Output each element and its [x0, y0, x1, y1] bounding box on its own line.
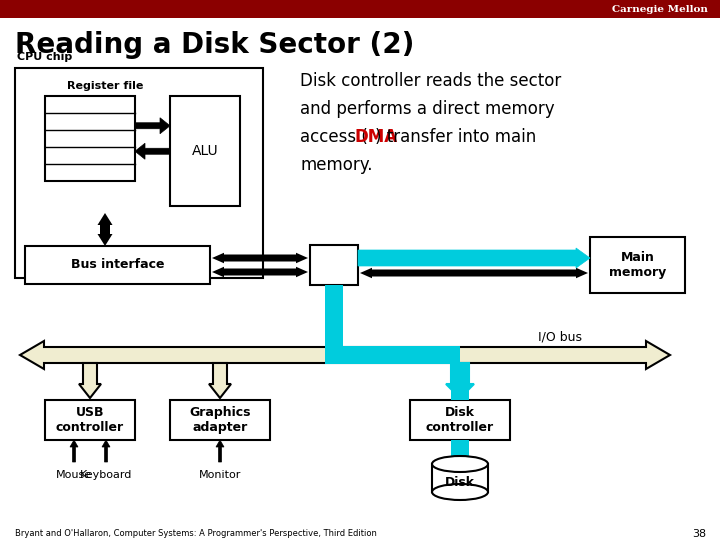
- Bar: [432, 464, 488, 492]
- Text: Disk
controller: Disk controller: [426, 406, 494, 434]
- Bar: [451, 440, 469, 456]
- Text: Disk controller reads the sector: Disk controller reads the sector: [300, 72, 562, 90]
- Bar: [170, 400, 270, 440]
- Polygon shape: [212, 267, 308, 277]
- Text: ALU: ALU: [192, 144, 218, 158]
- Polygon shape: [20, 341, 670, 369]
- Bar: [0, 0, 720, 18]
- Text: Disk: Disk: [445, 476, 475, 489]
- Text: USB
controller: USB controller: [56, 406, 124, 434]
- Text: Mouse: Mouse: [56, 470, 92, 480]
- Text: 38: 38: [692, 529, 706, 539]
- Text: Register file: Register file: [67, 81, 143, 91]
- Bar: [15, 68, 263, 278]
- Text: Keyboard: Keyboard: [80, 470, 132, 480]
- Text: Reading a Disk Sector (2): Reading a Disk Sector (2): [15, 31, 415, 59]
- Bar: [170, 96, 240, 206]
- Text: memory.: memory.: [300, 156, 372, 174]
- Text: Bus interface: Bus interface: [71, 259, 164, 272]
- Polygon shape: [135, 143, 170, 159]
- Text: CPU chip: CPU chip: [17, 52, 72, 62]
- Text: and performs a direct memory: and performs a direct memory: [300, 100, 554, 118]
- Polygon shape: [70, 440, 78, 462]
- Bar: [451, 364, 469, 400]
- Polygon shape: [97, 213, 112, 246]
- Polygon shape: [102, 440, 110, 462]
- Polygon shape: [212, 253, 308, 263]
- Polygon shape: [358, 248, 590, 268]
- Text: Main
memory: Main memory: [609, 251, 666, 279]
- Bar: [410, 400, 510, 440]
- Polygon shape: [325, 287, 343, 288]
- Bar: [45, 400, 135, 440]
- Bar: [590, 237, 685, 293]
- Text: I/O bus: I/O bus: [538, 330, 582, 343]
- Polygon shape: [209, 363, 231, 398]
- Text: Graphics
adapter: Graphics adapter: [189, 406, 251, 434]
- Ellipse shape: [432, 456, 488, 472]
- Polygon shape: [216, 440, 224, 462]
- Text: ) transfer into main: ) transfer into main: [375, 128, 536, 146]
- Bar: [325, 285, 343, 364]
- Polygon shape: [360, 268, 588, 278]
- Text: access (: access (: [300, 128, 368, 146]
- Bar: [310, 245, 358, 285]
- Ellipse shape: [432, 484, 488, 500]
- Bar: [325, 346, 460, 364]
- Text: Carnegie Mellon: Carnegie Mellon: [612, 4, 708, 14]
- Polygon shape: [135, 118, 170, 134]
- Text: DMA: DMA: [354, 128, 397, 146]
- Bar: [25, 246, 210, 284]
- Text: Bryant and O'Hallaron, Computer Systems: A Programmer's Perspective, Third Editi: Bryant and O'Hallaron, Computer Systems:…: [15, 530, 377, 538]
- Bar: [45, 96, 135, 181]
- Polygon shape: [446, 363, 474, 398]
- Text: Monitor: Monitor: [199, 470, 241, 480]
- Polygon shape: [79, 363, 101, 398]
